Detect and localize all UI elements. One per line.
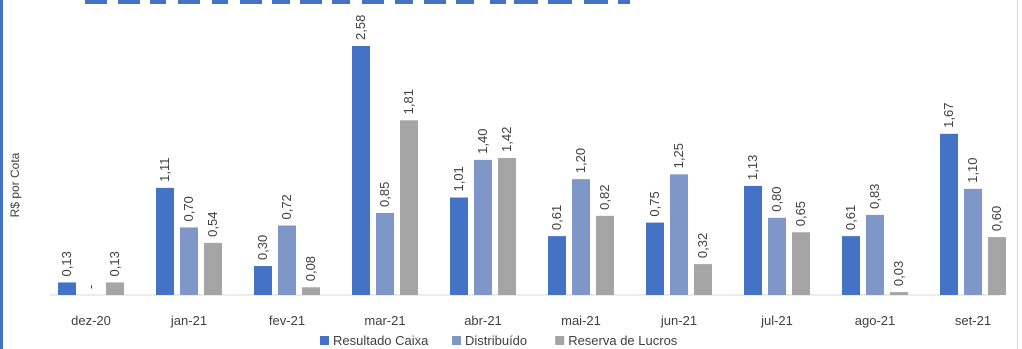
bar-dez-20-2 xyxy=(106,282,124,295)
bar-set-21-2 xyxy=(988,237,1006,295)
bar-mar-21-0 xyxy=(352,46,370,295)
x-tick-set-21: set-21 xyxy=(955,313,991,328)
value-label-mar-21-1: 0,85 xyxy=(377,182,392,207)
value-label-set-21-2: 0,60 xyxy=(989,206,1004,231)
bar-fev-21-0 xyxy=(254,266,272,295)
value-label-abr-21-2: 1,42 xyxy=(499,127,514,152)
legend-label-0: Resultado Caixa xyxy=(333,333,429,348)
bar-fev-21-2 xyxy=(302,287,320,295)
value-label-fev-21-0: 0,30 xyxy=(255,235,270,260)
x-tick-jul-21: jul-21 xyxy=(760,313,793,328)
value-label-mai-21-1: 1,20 xyxy=(573,148,588,173)
x-tick-jun-21: jun-21 xyxy=(660,313,697,328)
value-label-ago-21-2: 0,03 xyxy=(891,261,906,286)
value-label-ago-21-1: 0,83 xyxy=(867,184,882,209)
value-label-jun-21-1: 1,25 xyxy=(671,143,686,168)
bar-mai-21-2 xyxy=(596,215,614,295)
value-label-mar-21-0: 2,58 xyxy=(353,15,368,40)
value-label-mar-21-2: 1,81 xyxy=(401,89,416,114)
bar-mar-21-2 xyxy=(400,120,418,295)
cropped-title-remnant xyxy=(85,0,630,4)
bar-fev-21-1 xyxy=(278,225,296,295)
bar-jan-21-2 xyxy=(204,242,222,295)
bar-jul-21-2 xyxy=(792,232,810,295)
value-label-ago-21-0: 0,61 xyxy=(843,205,858,230)
legend-swatch-2 xyxy=(555,336,565,345)
bar-set-21-0 xyxy=(940,133,958,295)
legend: Resultado Caixa Distribuído Reserva de Luc… xyxy=(320,333,678,348)
value-label-jul-21-2: 0,65 xyxy=(793,201,808,226)
bar-abr-21-2 xyxy=(498,157,516,295)
frame-left-border xyxy=(0,0,3,349)
x-tick-jan-21: jan-21 xyxy=(170,313,207,328)
value-label-abr-21-1: 1,40 xyxy=(475,129,490,154)
x-tick-abr-21: abr-21 xyxy=(464,313,502,328)
bar-mai-21-1 xyxy=(572,179,590,295)
value-label-dez-20-2: 0,13 xyxy=(107,251,122,276)
value-label-jul-21-1: 0,80 xyxy=(769,186,784,211)
value-label-dez-20-1: - xyxy=(83,285,98,289)
value-label-dez-20-0: 0,13 xyxy=(59,251,74,276)
x-tick-mai-21: mai-21 xyxy=(561,313,601,328)
value-label-jul-21-0: 1,13 xyxy=(745,155,760,180)
value-label-jun-21-2: 0,32 xyxy=(695,233,710,258)
legend-label-2: Reserva de Lucros xyxy=(568,333,678,348)
bar-jun-21-1 xyxy=(670,174,688,295)
x-tick-labels-group: dez-20 jan-21 fev-21 mar-21 abr-21 mai-21 jun-… xyxy=(71,313,991,328)
x-tick-fev-21: fev-21 xyxy=(269,313,305,328)
value-label-abr-21-0: 1,01 xyxy=(451,166,466,191)
bars-group xyxy=(58,46,1006,295)
x-tick-dez-20: dez-20 xyxy=(71,313,111,328)
y-axis-label: R$ por Cota xyxy=(8,152,22,217)
frame-right-border xyxy=(1017,0,1018,349)
value-label-fev-21-2: 0,08 xyxy=(303,256,318,281)
bar-jan-21-1 xyxy=(180,227,198,295)
value-label-jan-21-0: 1,11 xyxy=(157,158,172,182)
value-label-mai-21-0: 0,61 xyxy=(549,205,564,230)
bar-abr-21-1 xyxy=(474,159,492,295)
value-label-jan-21-1: 0,70 xyxy=(181,196,196,221)
value-label-fev-21-1: 0,72 xyxy=(279,194,294,219)
bar-mai-21-0 xyxy=(548,236,566,295)
bar-jun-21-2 xyxy=(694,264,712,295)
value-label-jan-21-2: 0,54 xyxy=(205,212,220,237)
bar-jan-21-0 xyxy=(156,187,174,295)
bar-set-21-1 xyxy=(964,188,982,295)
value-label-jun-21-0: 0,75 xyxy=(647,191,662,216)
bar-ago-21-1 xyxy=(866,214,884,295)
value-label-set-21-1: 1,10 xyxy=(965,158,980,183)
bar-mar-21-1 xyxy=(376,212,394,295)
bar-jul-21-1 xyxy=(768,217,786,295)
bar-ago-21-0 xyxy=(842,236,860,295)
x-tick-mar-21: mar-21 xyxy=(364,313,405,328)
x-tick-ago-21: ago-21 xyxy=(855,313,895,328)
legend-label-1: Distribuído xyxy=(465,333,527,348)
bar-abr-21-0 xyxy=(450,197,468,295)
value-label-set-21-0: 1,67 xyxy=(941,103,956,128)
value-labels-group: 0,13 - 0,13 1,11 0,70 0,54 0,30 0,72 0,08 2,58 0,8… xyxy=(59,15,1004,289)
bar-jul-21-0 xyxy=(744,185,762,295)
bar-jun-21-0 xyxy=(646,222,664,295)
legend-swatch-1 xyxy=(452,336,461,345)
value-label-mai-21-2: 0,82 xyxy=(597,185,612,210)
bar-dez-20-0 xyxy=(58,282,76,295)
legend-swatch-0 xyxy=(320,336,329,345)
bar-ago-21-2 xyxy=(890,292,908,295)
